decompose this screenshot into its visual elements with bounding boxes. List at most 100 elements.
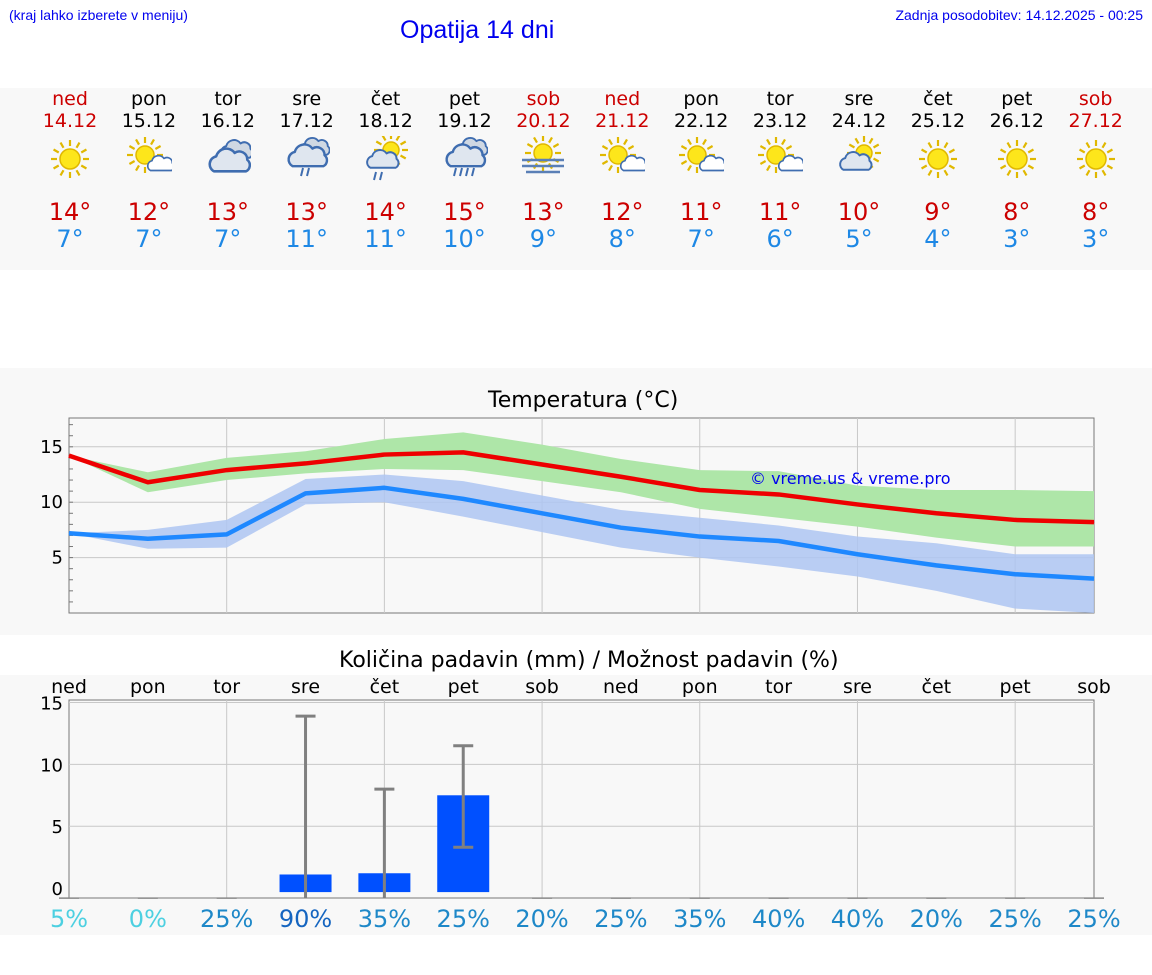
day-date: 17.12: [279, 110, 334, 132]
day-date: 21.12: [595, 110, 650, 132]
precipitation-chance-label: 5%: [50, 905, 88, 933]
day-forecast-5: pet 19.12 15° 10°: [425, 88, 505, 253]
sun-cloud-icon: [599, 136, 649, 182]
precipitation-chance-label: 25%: [1067, 905, 1120, 933]
min-temp: 4°: [924, 225, 952, 253]
precipitation-day-label: pon: [130, 676, 166, 698]
day-name: sob: [526, 88, 561, 110]
max-temp-point: [68, 455, 70, 457]
max-temp-point: [1014, 519, 1016, 521]
cloud-sun-icon: [836, 136, 882, 182]
day-forecast-8: pon 22.12 11° 7°: [661, 88, 741, 253]
max-temp: 11°: [679, 198, 723, 226]
max-temp: 13°: [206, 198, 250, 226]
day-date: 26.12: [989, 110, 1044, 132]
day-forecast-11: čet 25.12 9° 4°: [898, 88, 978, 253]
max-temp-point: [147, 481, 149, 483]
copyright-watermark: © vreme.us & vreme.pro: [750, 469, 951, 488]
cloudy-icon: [205, 136, 254, 182]
sun-icon: [915, 136, 961, 182]
max-temp: 11°: [758, 198, 802, 226]
location-menu-link[interactable]: (kraj lahko izberete v meniju): [9, 7, 188, 23]
day-date: 27.12: [1068, 110, 1123, 132]
min-temp-point: [462, 498, 464, 500]
temperature-chart: 5 10 15 © vreme.us & vreme.pro: [40, 417, 1095, 614]
precipitation-chance-label: 90%: [279, 905, 332, 933]
min-temp: 3°: [1082, 225, 1110, 253]
day-forecast-0: ned 14.12 14° 7°: [30, 88, 110, 253]
max-temp: 15°: [443, 198, 486, 226]
min-temp-line: [68, 485, 1095, 581]
sun-icon: [994, 136, 1040, 182]
precipitation-chance-label: 20%: [910, 905, 963, 933]
min-temp: 7°: [687, 225, 715, 253]
day-name: pet: [448, 88, 481, 110]
min-temp-point: [383, 487, 385, 489]
precipitation-ytick-label: 15: [40, 693, 63, 714]
precipitation-chance-label: 25%: [988, 905, 1041, 933]
day-name: sob: [1078, 88, 1113, 110]
max-temp: 13°: [285, 198, 328, 226]
max-temp-point: [856, 503, 858, 505]
precipitation-chart-title: Količina padavin (mm) / Možnost padavin …: [339, 648, 839, 673]
day-forecast-6: sob 20.12 13° 9°: [503, 88, 583, 253]
precipitation-chance-label: 20%: [515, 905, 568, 933]
precipitation-chance-label: 40%: [752, 905, 805, 933]
min-temp: 7°: [135, 225, 163, 253]
day-forecast-3: sre 17.12 13° 11°: [267, 88, 347, 253]
temperature-chart-title: Temperatura (°C): [488, 388, 679, 413]
max-temp: 12°: [601, 198, 644, 226]
precipitation-day-label: tor: [765, 676, 792, 698]
precipitation-chance-label: 40%: [831, 905, 884, 933]
max-temp-line: [68, 450, 1095, 525]
precipitation-ytick-label: 10: [40, 755, 63, 776]
max-temp: 10°: [837, 198, 881, 226]
max-temp: 14°: [48, 198, 92, 226]
min-temp-point: [935, 564, 937, 566]
day-date: 22.12: [673, 110, 729, 132]
day-name: sre: [292, 88, 322, 110]
min-temp-point: [541, 512, 543, 514]
min-temp: 11°: [364, 225, 407, 253]
day-date: 16.12: [200, 110, 255, 132]
day-forecast-1: pon 15.12 12° 7°: [109, 88, 189, 253]
cloud-rain-icon: [284, 136, 331, 182]
min-temp: 9°: [529, 225, 558, 253]
precipitation-day-label: sre: [291, 676, 320, 698]
precipitation-day-label: tor: [213, 676, 240, 698]
min-temp: 10°: [443, 225, 486, 253]
precipitation-day-label: sre: [843, 676, 872, 698]
min-temp: 6°: [766, 225, 794, 253]
precipitation-day-label: čet: [922, 676, 952, 698]
precipitation-ytick-label: 5: [52, 817, 63, 838]
min-temp-point: [305, 492, 307, 494]
min-temp: 7°: [214, 225, 242, 253]
sun-fog-icon: [520, 135, 566, 182]
max-temp-point: [541, 464, 543, 466]
max-temp-point: [620, 476, 622, 478]
day-name: čet: [370, 88, 401, 110]
min-temp-range-band: [69, 474, 1094, 613]
precipitation-chance-label: 35%: [673, 905, 726, 933]
precipitation-day-label: ned: [51, 676, 87, 698]
precipitation-day-label: pon: [682, 676, 718, 698]
sun-icon: [47, 136, 93, 182]
max-temp: 8°: [1082, 198, 1110, 226]
day-name: ned: [604, 88, 641, 110]
min-temp-point: [147, 538, 149, 540]
day-date: 24.12: [831, 110, 887, 132]
temperature-ytick-label: 10: [40, 492, 63, 513]
day-forecast-13: sob 27.12 8° 3°: [1056, 88, 1136, 253]
day-date: 14.12: [42, 110, 98, 132]
temperature-ytick-label: 5: [52, 548, 63, 569]
max-temp: 14°: [364, 198, 407, 226]
max-temp: 9°: [924, 198, 952, 226]
day-date: 20.12: [516, 110, 571, 132]
max-temp: 12°: [127, 198, 171, 226]
daily-forecast-strip: ned 14.12 14° 7° pon 15.12 12° 7° tor 16.12 13° 7…: [0, 88, 1152, 253]
precipitation-day-label: pet: [1000, 676, 1031, 698]
max-temp-point: [699, 489, 701, 491]
precipitation-chance-label: 25%: [594, 905, 647, 933]
page-title: Opatija 14 dni: [400, 16, 555, 44]
sun-cloud-icon: [678, 136, 727, 182]
